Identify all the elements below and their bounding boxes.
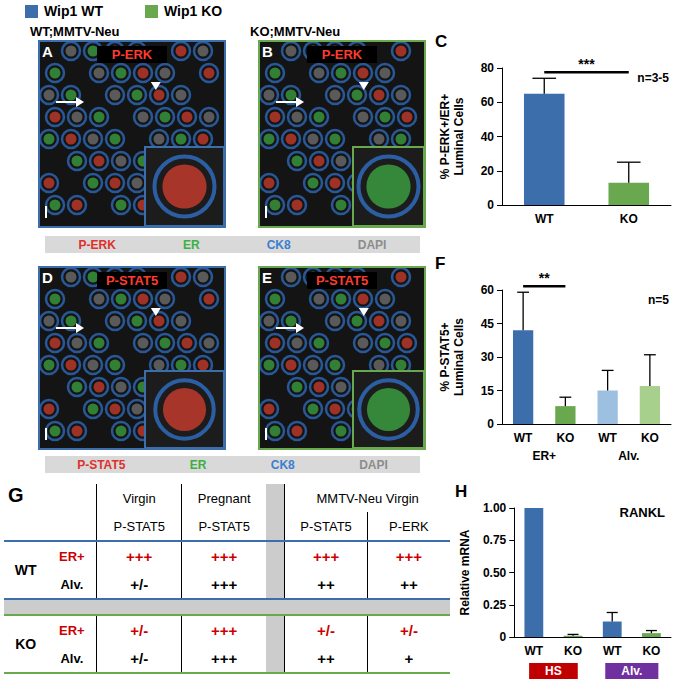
svg-text:WT: WT (603, 644, 622, 658)
html-text:P-STAT5: P-STAT5 (300, 518, 352, 534)
html-text:ER: ER (182, 237, 200, 252)
svg-text:ER+: ER+ (532, 449, 556, 463)
html-text:Pregnant: Pregnant (197, 490, 251, 506)
html-text:P-ERK: P-ERK (78, 237, 116, 252)
svg-text:WT: WT (598, 431, 617, 445)
svg-text:**: ** (539, 270, 550, 286)
svg-text:n=5: n=5 (648, 293, 669, 307)
svg-text:Relative mRNA: Relative mRNA (458, 529, 472, 615)
html-text:P-STAT5: P-STAT5 (315, 273, 369, 288)
svg-text:80: 80 (481, 61, 495, 75)
html-text:KO: KO (15, 636, 37, 652)
html-text:Alv.: Alv. (60, 576, 84, 592)
svg-text:1.00: 1.00 (483, 501, 507, 515)
svg-text:WT: WT (514, 431, 533, 445)
html-text:ER+: ER+ (59, 548, 85, 564)
svg-text:WT: WT (525, 644, 544, 658)
html-text:B: B (262, 43, 273, 60)
html-text:DAPI: DAPI (359, 457, 388, 472)
svg-text:H: H (455, 482, 467, 501)
html-text:P-ERK: P-ERK (389, 518, 429, 534)
svg-text:Alv.: Alv. (621, 664, 642, 678)
svg-text:30: 30 (481, 350, 495, 364)
html-text:ER+: ER+ (59, 622, 85, 638)
html-text:P-STAT5: P-STAT5 (198, 518, 250, 534)
svg-text:KO: KO (556, 431, 574, 445)
html-text:P-STAT5: P-STAT5 (77, 457, 126, 472)
svg-text:C: C (435, 32, 447, 51)
svg-text:45: 45 (481, 317, 495, 331)
svg-text:KO: KO (620, 212, 638, 226)
svg-text:0: 0 (487, 417, 494, 431)
html-text:G: G (8, 484, 24, 506)
svg-text:0.25: 0.25 (483, 598, 507, 612)
svg-text:KO: KO (642, 644, 660, 658)
html-text:D: D (42, 269, 53, 286)
html-text:P-ERK: P-ERK (321, 47, 363, 62)
svg-text:RANKL: RANKL (620, 505, 666, 520)
svg-text:n=3-5: n=3-5 (637, 71, 669, 85)
html-text:Wip1 WT: Wip1 WT (44, 3, 103, 19)
html-text:CK8: CK8 (270, 457, 295, 472)
html-text:Alv.: Alv. (60, 650, 84, 666)
svg-text:0: 0 (500, 630, 507, 644)
html-text:DAPI: DAPI (357, 237, 387, 252)
svg-text:15: 15 (481, 384, 495, 398)
svg-text:% P-STAT5+: % P-STAT5+ (438, 322, 452, 391)
svg-text:0.75: 0.75 (483, 533, 507, 547)
html-text:Virgin: Virgin (122, 490, 156, 506)
svg-text:KO: KO (564, 644, 582, 658)
html-text:ER: ER (189, 457, 207, 472)
svg-text:KO: KO (641, 431, 659, 445)
svg-text:0: 0 (487, 198, 494, 212)
html-text:WT;MMTV-Neu: WT;MMTV-Neu (30, 24, 120, 39)
svg-text:20: 20 (481, 164, 495, 178)
html-text:MMTV-Neu Virgin: MMTV-Neu Virgin (316, 490, 419, 506)
html-text:P-STAT5: P-STAT5 (113, 518, 165, 534)
svg-text:% P-ERK+/ER+: % P-ERK+/ER+ (438, 94, 452, 179)
svg-text:0.50: 0.50 (483, 566, 507, 580)
html-text:E: E (262, 269, 272, 286)
html-text:KO;MMTV-Neu: KO;MMTV-Neu (250, 24, 341, 39)
svg-text:WT: WT (535, 212, 554, 226)
html-text:CK8: CK8 (266, 237, 291, 252)
svg-text:60: 60 (481, 95, 495, 109)
html-text:P-ERK: P-ERK (111, 47, 153, 62)
html-text:WT: WT (14, 562, 37, 578)
svg-text:HS: HS (545, 664, 562, 678)
svg-text:Luminal Cells: Luminal Cells (452, 318, 466, 396)
svg-text:F: F (435, 254, 445, 273)
html-text:Wip1 KO: Wip1 KO (164, 3, 223, 19)
svg-text:***: *** (578, 56, 595, 72)
svg-text:60: 60 (481, 283, 495, 297)
html-text:A: A (42, 43, 53, 60)
svg-text:Alv.: Alv. (618, 449, 639, 463)
html-text:P-STAT5: P-STAT5 (105, 273, 159, 288)
svg-text:40: 40 (481, 130, 495, 144)
svg-text:Luminal Cells: Luminal Cells (452, 97, 466, 175)
